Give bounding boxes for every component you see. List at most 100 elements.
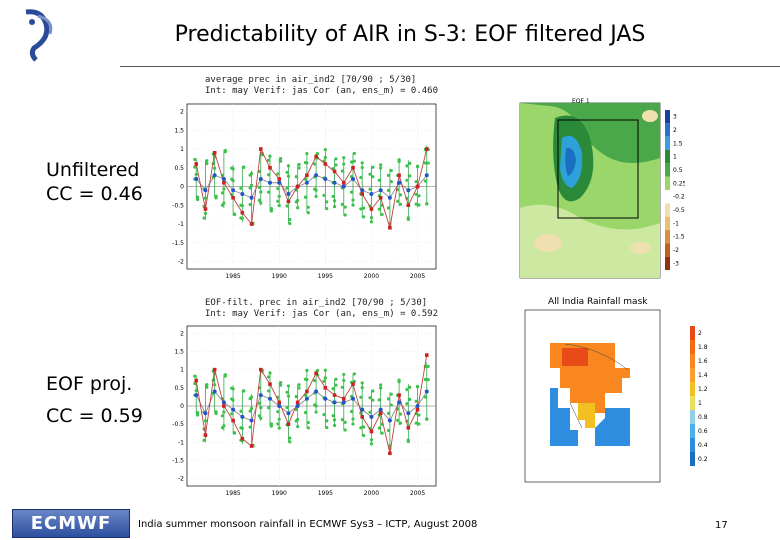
eofbar-label: 2 <box>673 127 677 134</box>
eofbar-swatch <box>665 163 670 177</box>
plot2-member-point <box>276 422 280 426</box>
unfiltered-timeseries-chart: 2 1.5 1 0.5 0 -0.5 -1 -1.5 -2 1985 1990 1995 2000 200… <box>172 103 437 280</box>
title-divider <box>120 66 780 67</box>
plot1-member-point <box>276 186 280 191</box>
plot1-member-point <box>269 209 273 213</box>
plot1-member-point <box>232 212 237 216</box>
plot2-member-point <box>259 406 263 410</box>
plot2-analysis-point <box>369 429 374 434</box>
plot2-member-point <box>342 372 346 377</box>
eofbar-swatch <box>665 123 670 137</box>
eofbar-label: 1 <box>673 154 677 161</box>
eofbar-label: 1.5 <box>673 140 683 147</box>
eofbar-swatch <box>665 110 670 124</box>
plot2-analysis-point <box>424 353 429 357</box>
plot1-member-point <box>239 186 243 190</box>
plot2-member-point <box>405 388 409 392</box>
plot1-member-point <box>313 162 317 166</box>
plot1-ensemble-mean-point <box>406 188 411 193</box>
plot1-member-point <box>343 213 347 217</box>
plot1-member-point <box>389 180 393 184</box>
plot1-member-point <box>196 195 200 199</box>
plot1-member-point <box>379 163 383 167</box>
plot1-member-point <box>350 160 354 164</box>
plot1-title-line2: Int: may Verif: jas Cor (an, ens_m) = 0.… <box>205 86 438 96</box>
plot1-member-point <box>369 220 374 224</box>
plot2-member-point <box>360 386 364 390</box>
plot1-member-point <box>408 174 412 178</box>
maskbar-label: 0.4 <box>698 442 708 449</box>
plot1-member-point <box>296 206 300 210</box>
plot1-analysis-point <box>415 184 420 189</box>
plot2-member-point <box>340 385 344 389</box>
plot1-member-point <box>194 172 198 177</box>
plot1-member-point <box>323 155 327 160</box>
plot2-member-point <box>276 410 280 414</box>
plot2-analysis-point <box>332 393 337 397</box>
plot1-analysis-point <box>378 195 383 200</box>
plot2-member-point <box>325 419 329 423</box>
plot1-analysis-point <box>258 147 263 151</box>
plot1-member-point <box>386 173 391 178</box>
plot2-member-point <box>369 438 374 442</box>
plot2-ytick: -0.5 <box>172 421 184 428</box>
plot2-member-point <box>322 379 326 383</box>
plot2-member-point <box>405 402 409 406</box>
plot1-member-point <box>342 162 346 166</box>
eof1-map: EOF 1 3 2 1.5 1 0.5 0.25 -0.25 -0.5 -1 -1.5 -2 -3 <box>519 98 685 279</box>
plot2-member-point <box>230 386 234 390</box>
eofbar-swatch <box>665 136 670 150</box>
plot1-analysis-point <box>351 165 355 170</box>
plot2-member-point <box>303 411 308 415</box>
plot1-member-point <box>368 172 372 176</box>
plot1-member-point <box>242 165 246 169</box>
plot1-member-point <box>314 194 318 199</box>
plot1-ytick: 1.5 <box>174 127 184 134</box>
plot1-member-point <box>277 203 281 208</box>
plot2-member-point <box>305 368 309 373</box>
plot2-member-point <box>423 395 427 399</box>
plot1-member-point <box>223 150 227 154</box>
plot1-member-point <box>259 190 263 194</box>
plot1-ensemble-mean-point <box>323 177 328 181</box>
plot2-member-point <box>322 412 326 417</box>
unfiltered-label-line1: Unfiltered <box>46 159 140 181</box>
plot2-member-point <box>389 403 393 407</box>
plot2-ensemble-mean-point <box>406 411 411 416</box>
plot1-member-point <box>214 194 218 198</box>
plot2-member-point <box>303 377 308 381</box>
eofbar-label: -1.5 <box>673 234 685 241</box>
plot2-member-point <box>285 390 289 394</box>
plot1-member-point <box>340 202 344 206</box>
plot1-member-point <box>205 161 209 166</box>
plot2-member-point <box>214 410 218 414</box>
plot2-analysis-point <box>286 422 291 426</box>
plot2-analysis-point <box>268 382 272 386</box>
plot2-member-point <box>314 410 318 414</box>
plot2-member-point <box>417 413 421 417</box>
plot1-member-point <box>426 161 430 165</box>
plot2-member-point <box>377 398 381 402</box>
plot2-member-point <box>288 436 292 440</box>
plot2-member-point <box>259 416 263 420</box>
plot1-member-point <box>297 166 301 170</box>
plot2-member-point <box>205 383 209 387</box>
plot2-ensemble-mean-point <box>397 400 402 405</box>
plot1-analysis-point <box>194 162 199 166</box>
plot1-ensemble-mean-point <box>378 188 383 193</box>
plot1-member-point <box>294 200 298 204</box>
plot2-ensemble-mean-point <box>295 404 300 408</box>
plot2-member-point <box>379 383 383 387</box>
plot1-member-point <box>362 206 366 210</box>
plot2-analysis-point <box>258 367 263 372</box>
plot1-member-point <box>343 205 347 209</box>
plot2-member-point <box>325 425 329 430</box>
plot2-member-point <box>426 364 430 369</box>
plot1-analysis-point <box>203 207 208 211</box>
plot2-analysis-point <box>341 396 346 401</box>
plot1-ensemble-mean-point <box>240 192 245 196</box>
plot2-analysis-point <box>415 407 420 412</box>
plot1-member-point <box>425 202 429 206</box>
plot1-member-point <box>286 174 291 178</box>
plot2-member-point <box>231 398 235 402</box>
